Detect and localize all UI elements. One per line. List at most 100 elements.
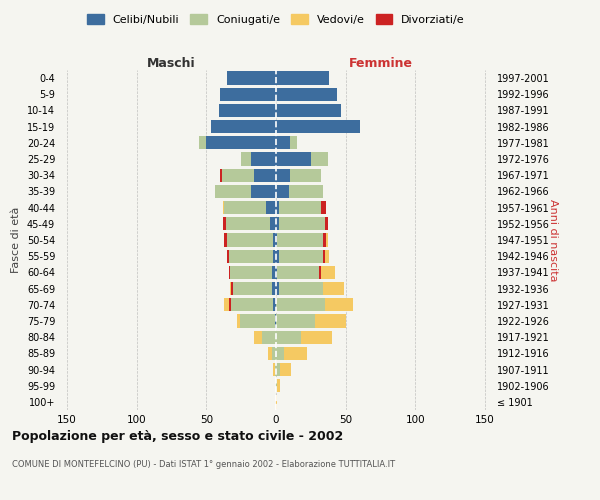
Bar — [276, 168, 290, 182]
Bar — [276, 88, 337, 101]
Bar — [220, 88, 276, 101]
Bar — [276, 363, 280, 376]
Bar — [240, 314, 276, 328]
Bar — [206, 136, 276, 149]
Bar — [211, 120, 276, 134]
Bar — [276, 120, 359, 134]
Legend: Celibi/Nubili, Coniugati/e, Vedovi/e, Divorziati/e: Celibi/Nubili, Coniugati/e, Vedovi/e, Di… — [87, 14, 465, 25]
Bar — [276, 266, 277, 279]
Bar — [227, 72, 276, 85]
Bar — [276, 217, 325, 230]
Bar — [276, 201, 320, 214]
Bar — [276, 88, 337, 101]
Bar — [276, 346, 284, 360]
Bar — [276, 379, 277, 392]
Bar — [219, 104, 276, 117]
Bar — [224, 234, 276, 246]
Bar — [276, 136, 297, 149]
Bar — [211, 120, 276, 134]
Bar — [276, 152, 328, 166]
Bar — [227, 250, 276, 263]
Bar — [224, 298, 276, 312]
Bar — [276, 379, 280, 392]
Bar — [276, 250, 323, 263]
Bar — [271, 217, 276, 230]
Bar — [275, 363, 276, 376]
Bar — [276, 120, 359, 134]
Bar — [276, 314, 346, 328]
Bar — [272, 346, 276, 360]
Bar — [275, 314, 276, 328]
Bar — [227, 234, 276, 246]
Bar — [230, 266, 276, 279]
Bar — [211, 120, 276, 134]
Bar — [276, 168, 320, 182]
Bar — [276, 72, 329, 85]
Bar — [262, 330, 276, 344]
Bar — [276, 298, 353, 312]
Bar — [276, 104, 341, 117]
Bar — [276, 168, 320, 182]
Bar — [199, 136, 276, 149]
Bar — [276, 185, 323, 198]
Bar — [266, 201, 276, 214]
Bar — [276, 346, 284, 360]
Bar — [276, 72, 329, 85]
Bar — [237, 314, 276, 328]
Bar — [254, 330, 276, 344]
Bar — [276, 330, 301, 344]
Bar — [268, 346, 276, 360]
Bar — [276, 363, 280, 376]
Bar — [276, 298, 325, 312]
Bar — [220, 88, 276, 101]
Bar — [223, 217, 276, 230]
Bar — [229, 250, 276, 263]
Bar — [227, 72, 276, 85]
Bar — [276, 250, 279, 263]
Bar — [276, 234, 326, 246]
Bar — [251, 152, 276, 166]
Bar — [276, 152, 311, 166]
Bar — [221, 168, 276, 182]
Bar — [230, 282, 276, 295]
Bar — [276, 250, 329, 263]
Bar — [227, 250, 276, 263]
Bar — [199, 136, 276, 149]
Bar — [220, 88, 276, 101]
Bar — [276, 266, 335, 279]
Bar — [276, 201, 279, 214]
Bar — [220, 88, 276, 101]
Bar — [232, 282, 276, 295]
Bar — [229, 266, 276, 279]
Bar — [241, 152, 276, 166]
Bar — [276, 217, 279, 230]
Text: Popolazione per età, sesso e stato civile - 2002: Popolazione per età, sesso e stato civil… — [12, 430, 343, 443]
Bar — [251, 185, 276, 198]
Bar — [276, 298, 325, 312]
Bar — [233, 282, 276, 295]
Bar — [276, 282, 344, 295]
Bar — [276, 185, 289, 198]
Bar — [211, 120, 276, 134]
Bar — [220, 168, 276, 182]
Bar — [276, 120, 359, 134]
Bar — [276, 152, 328, 166]
Bar — [272, 346, 276, 360]
Bar — [276, 201, 326, 214]
Bar — [276, 234, 277, 246]
Bar — [276, 330, 301, 344]
Bar — [215, 185, 276, 198]
Bar — [276, 234, 323, 246]
Bar — [272, 282, 276, 295]
Bar — [276, 104, 341, 117]
Bar — [276, 282, 323, 295]
Bar — [199, 136, 276, 149]
Bar — [223, 217, 276, 230]
Bar — [276, 88, 337, 101]
Bar — [276, 120, 359, 134]
Bar — [262, 330, 276, 344]
Bar — [273, 363, 276, 376]
Bar — [276, 168, 320, 182]
Bar — [276, 152, 328, 166]
Bar — [276, 282, 279, 295]
